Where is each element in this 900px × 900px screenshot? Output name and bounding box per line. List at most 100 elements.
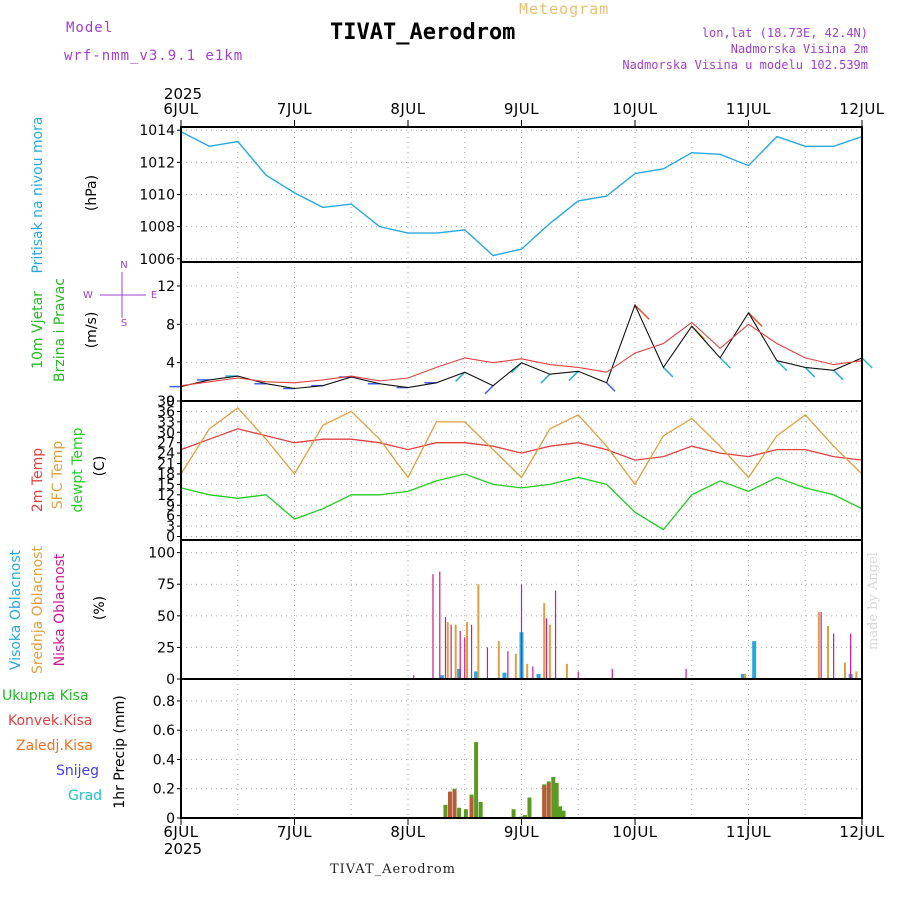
cloud-bar [843, 662, 846, 678]
y-tick-label: 0.6 [153, 723, 175, 739]
cloud-bar [459, 630, 461, 678]
wind-arrow [719, 357, 731, 369]
cloud-bar [532, 666, 534, 678]
chart-subtitle: Meteogram [519, 0, 610, 18]
y-tick-label: 1008 [139, 220, 175, 236]
y-tick-label: 36 [157, 404, 175, 420]
x-tick-label-top: 9JUL [504, 100, 539, 118]
precip-bar [558, 806, 563, 818]
x-tick-label-top: 7JUL [277, 100, 312, 118]
cloud-bar [752, 641, 757, 678]
wind-arrow [861, 357, 873, 369]
cloud-bar [444, 617, 447, 678]
pressure-ylabel: Pritisak na nivou mora [30, 116, 46, 273]
wind-arrow [776, 360, 788, 372]
precip-legend-entry: Grad [68, 788, 102, 804]
y-tick-label: 0 [166, 811, 175, 827]
cloud-unit: (%) [92, 596, 108, 620]
cloud-unit-group: (%) [92, 596, 108, 620]
y-tick-label: 6 [166, 509, 175, 525]
cloud-bar [507, 651, 509, 678]
y-tick-label: 50 [157, 609, 175, 625]
y-tick-label: 0.2 [153, 782, 175, 798]
cloud-bar [457, 668, 462, 678]
wind-arrow [833, 369, 844, 381]
cloud-bar [413, 675, 415, 678]
cloud-bar [611, 668, 613, 678]
precip-ylabel: 1hr Precip (mm) [112, 695, 128, 808]
x-tick-label-top: 12JUL [839, 100, 884, 118]
wind-arrow [662, 366, 674, 378]
cloud-bar [536, 673, 541, 678]
wind-arrow [634, 304, 650, 320]
cloud-bar [548, 624, 551, 678]
year-label-top: 2025 [164, 85, 202, 103]
y-tick-label: 12 [157, 279, 175, 295]
x-tick-label-bottom: 11JUL [726, 823, 771, 841]
wind-ylabel-2-group: Brzina i Pravac [52, 278, 68, 382]
x-tick-label-bottom: 8JUL [390, 823, 425, 841]
x-tick-label-bottom: 12JUL [839, 823, 884, 841]
temp-unit: (C) [92, 456, 108, 477]
y-tick-label: 12 [157, 488, 175, 504]
temp-ylabel-2-group: SFC Temp [50, 441, 66, 510]
panel-frame [180, 678, 863, 819]
pressure-ylabel-group: Pritisak na nivou mora [30, 116, 46, 273]
cloud-bar [440, 675, 445, 678]
precip-legend-entry: Zaledj.Kisa [16, 738, 93, 754]
precip-bar [551, 777, 556, 818]
pressure-unit: (hPa) [84, 175, 100, 211]
cloud-ylabel-1: Visoka Oblacnost [8, 549, 24, 670]
precip-bar [542, 785, 547, 818]
cloud-bar [454, 624, 457, 678]
pressure-unit-group: (hPa) [84, 175, 100, 211]
wind-ylabel-1-group: 10m Vjetar [30, 291, 46, 369]
temp-series-line [180, 428, 863, 461]
y-tick-label: 1010 [139, 188, 175, 204]
y-tick-label: 9 [166, 498, 175, 514]
y-tick-label: 33 [157, 415, 175, 431]
precip-bar [443, 804, 448, 818]
cloud-bar [577, 671, 579, 678]
cloud-ylabel-2: Srednja Oblacnost [30, 546, 46, 674]
cloud-ylabel-3-group: Niska Oblacnost [52, 553, 68, 666]
precip-bar [474, 741, 479, 818]
year-label-bottom: 2025 [164, 840, 202, 858]
temp-unit-group: (C) [92, 456, 108, 477]
model-name: wrf-nmm_v3.9.1 e1km [64, 48, 244, 64]
compass-north: N [120, 260, 127, 271]
y-tick-label: 4 [166, 356, 175, 372]
y-tick-label: 0.8 [153, 694, 175, 710]
y-tick-label: 25 [157, 640, 175, 656]
cloud-bar [432, 574, 434, 678]
model-label: Model [66, 20, 114, 36]
y-tick-label: 1012 [139, 155, 175, 171]
x-tick-label-top: 6JUL [163, 100, 198, 118]
cloud-bar [554, 590, 557, 678]
compass-west: W [83, 290, 93, 301]
wind-arrow [747, 312, 763, 327]
wind-speed-line [180, 303, 863, 390]
y-tick-label: 15 [157, 477, 175, 493]
precip-bar [511, 809, 516, 818]
precip-bar [561, 810, 566, 818]
precip-bar [452, 790, 457, 818]
cloud-bar [565, 663, 568, 678]
precip-bar [469, 797, 474, 818]
cloud-bar [545, 618, 548, 678]
cloud-bar [502, 672, 507, 678]
y-tick-label: 0 [166, 394, 175, 410]
precip-bar [447, 791, 452, 818]
y-tick-label: 18 [157, 467, 175, 483]
y-tick-label: 3 [166, 519, 175, 535]
cloud-bar [820, 612, 822, 678]
cloud-bar [740, 673, 745, 678]
cloud-bar [450, 624, 452, 678]
x-tick-label-top: 11JUL [726, 100, 771, 118]
precip-bar [546, 782, 551, 818]
cloud-bar [446, 622, 449, 678]
y-tick-label: 100 [148, 546, 175, 562]
cloud-bar [439, 571, 441, 678]
cloud-bar [466, 622, 469, 678]
